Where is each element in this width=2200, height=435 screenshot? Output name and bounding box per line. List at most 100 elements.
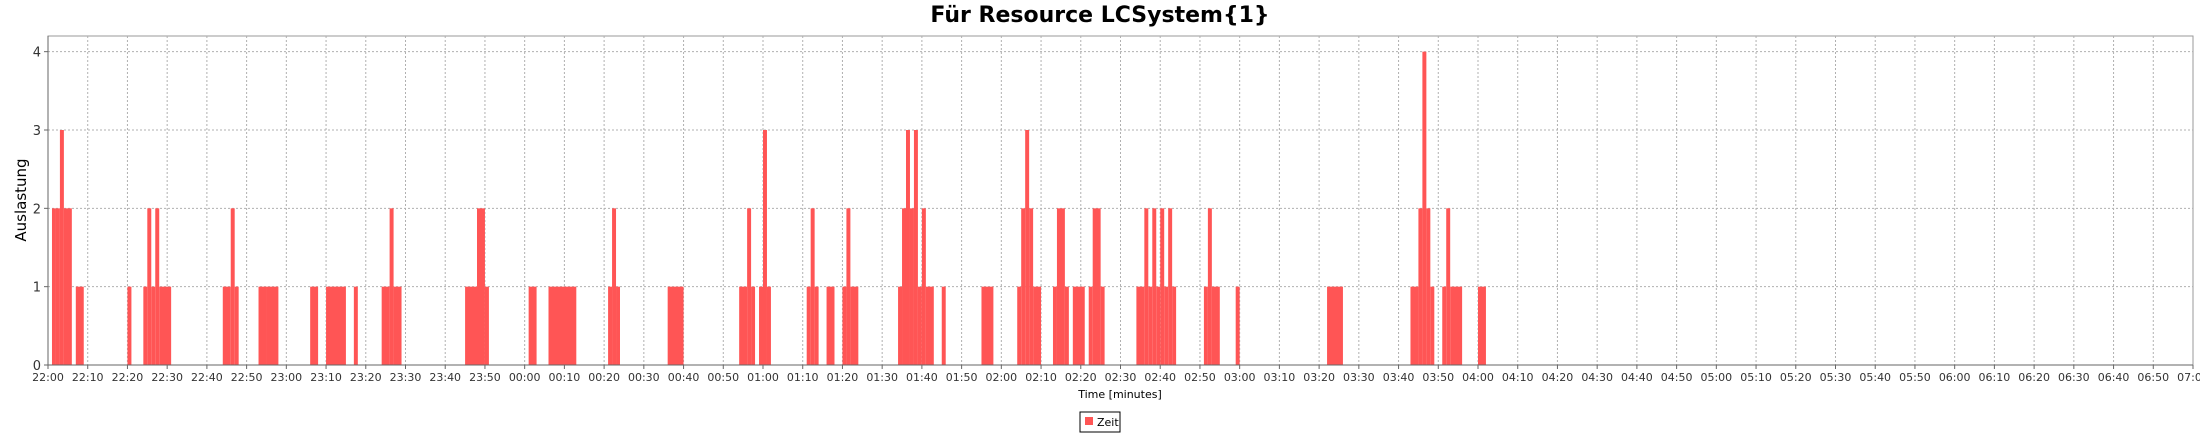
x-tick-label: 03:40 — [1383, 371, 1415, 384]
bar — [608, 286, 613, 365]
x-tick-label: 03:00 — [1224, 371, 1256, 384]
bar — [389, 208, 394, 365]
bar — [477, 208, 485, 365]
bar — [739, 286, 748, 365]
x-tick-label: 04:10 — [1502, 371, 1534, 384]
bar — [326, 286, 346, 365]
x-axis-label: Time [minutes] — [1077, 388, 1162, 401]
bar — [230, 208, 235, 365]
bar — [1164, 286, 1169, 365]
bar — [1203, 286, 1208, 365]
x-tick-label: 05:20 — [1780, 371, 1812, 384]
x-tick-label: 00:10 — [549, 371, 581, 384]
bar — [143, 286, 148, 365]
x-tick-label: 22:30 — [151, 371, 183, 384]
bar — [1017, 286, 1022, 365]
x-tick-label: 06:20 — [2018, 371, 2050, 384]
bar — [1033, 286, 1042, 365]
x-tick-label: 01:40 — [906, 371, 938, 384]
bar — [763, 130, 767, 365]
bar — [1442, 286, 1447, 365]
bar — [806, 286, 811, 365]
bar — [921, 208, 926, 365]
bar — [1418, 208, 1423, 365]
bar — [810, 208, 815, 365]
bar — [266, 286, 279, 365]
bar — [1172, 286, 1177, 365]
y-tick-label: 1 — [33, 281, 41, 296]
y-tick-label: 4 — [33, 46, 41, 61]
bar — [616, 286, 620, 365]
bar — [258, 286, 267, 365]
bar — [528, 286, 537, 365]
x-tick-label: 23:30 — [390, 371, 422, 384]
y-axis-ticks: 0 1 2 3 4 — [33, 46, 48, 374]
y-tick-label: 2 — [33, 202, 41, 217]
bar — [151, 286, 156, 365]
bar — [1021, 208, 1026, 365]
x-tick-label: 03:10 — [1264, 371, 1296, 384]
x-tick-label: 07:00 — [2177, 371, 2200, 384]
bar — [751, 286, 756, 365]
x-tick-label: 02:10 — [1025, 371, 1057, 384]
bar — [310, 286, 319, 365]
bar — [1088, 286, 1093, 365]
bar — [1156, 286, 1161, 365]
bar — [1160, 208, 1165, 365]
x-tick-label: 02:20 — [1065, 371, 1097, 384]
x-tick-label: 02:00 — [985, 371, 1017, 384]
legend: Zeit — [1079, 411, 1121, 433]
bar — [1072, 286, 1085, 365]
bar — [381, 286, 390, 365]
legend-swatch-zeit — [1085, 417, 1093, 425]
x-tick-label: 06:10 — [1979, 371, 2011, 384]
bar — [548, 286, 577, 365]
x-tick-label: 00:20 — [588, 371, 620, 384]
bar — [51, 208, 56, 365]
y-tick-label: 3 — [33, 124, 41, 139]
bar — [234, 286, 239, 365]
bar — [909, 208, 914, 365]
x-tick-label: 04:50 — [1661, 371, 1693, 384]
x-tick-label: 06:50 — [2137, 371, 2169, 384]
bar — [826, 286, 835, 365]
bar — [906, 130, 910, 365]
x-tick-label: 02:50 — [1184, 371, 1216, 384]
grid-lines — [48, 36, 2193, 365]
x-tick-label: 00:50 — [707, 371, 739, 384]
bar — [484, 286, 489, 365]
x-tick-label: 05:30 — [1820, 371, 1852, 384]
y-tick-label: 0 — [33, 359, 41, 374]
bar — [127, 286, 132, 365]
bar — [1092, 208, 1101, 365]
bar — [913, 130, 918, 365]
bar — [842, 286, 847, 365]
x-tick-label: 02:40 — [1144, 371, 1176, 384]
x-tick-label: 01:00 — [747, 371, 779, 384]
x-tick-label: 22:20 — [112, 371, 144, 384]
x-tick-label: 04:00 — [1462, 371, 1494, 384]
bar — [917, 286, 922, 365]
y-axis-label: Auslastung — [12, 158, 30, 241]
bar — [59, 130, 64, 365]
bar — [222, 286, 231, 365]
bar — [1100, 286, 1105, 365]
bar — [1430, 286, 1435, 365]
bar — [1144, 208, 1149, 365]
x-tick-label: 01:30 — [866, 371, 898, 384]
bar — [1148, 286, 1153, 365]
x-tick-label: 01:20 — [827, 371, 859, 384]
x-tick-label: 06:00 — [1939, 371, 1971, 384]
legend-label-zeit: Zeit — [1097, 416, 1119, 429]
bar — [1410, 286, 1419, 365]
bar — [747, 208, 752, 365]
x-axis-ticks: 22:00 22:10 22:20 22:30 22:40 22:50 23:00 23:10… — [32, 365, 2200, 384]
bar — [898, 286, 903, 365]
bar — [1426, 208, 1431, 365]
bar — [155, 208, 160, 365]
bar — [981, 286, 994, 365]
bar — [159, 286, 172, 365]
bar — [1235, 286, 1240, 365]
x-tick-label: 01:10 — [787, 371, 819, 384]
